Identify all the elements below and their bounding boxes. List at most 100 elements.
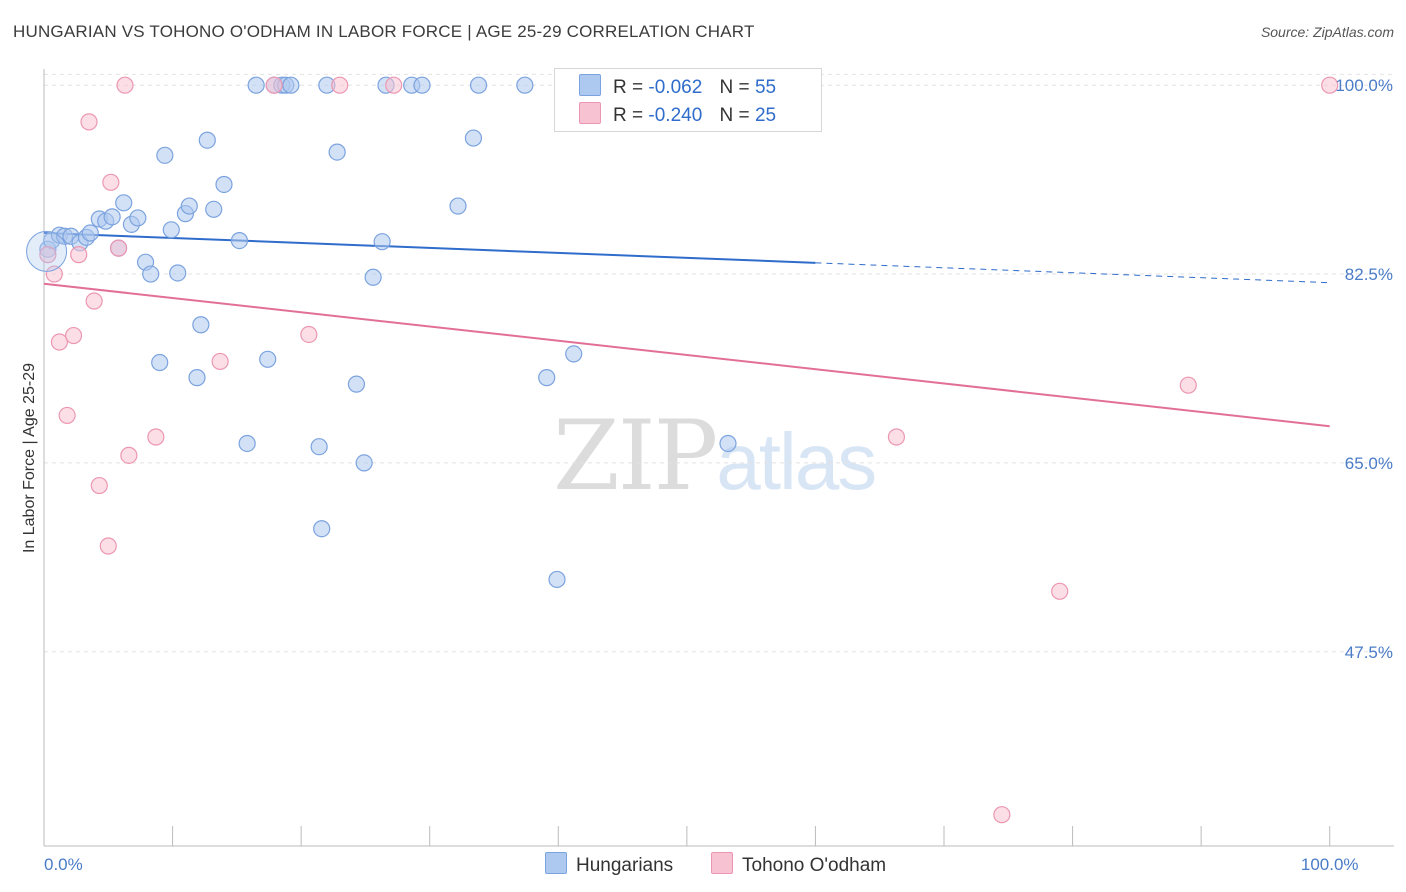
tohono-point (99, 537, 117, 555)
hungarian-point (328, 143, 346, 161)
hungarian-point (247, 76, 265, 94)
legend-n-value: 25 (754, 105, 777, 126)
hungarian-point (142, 265, 160, 283)
hungarian-point (162, 221, 180, 239)
watermark: ZIPatlas (553, 400, 877, 512)
source-label: Source: ZipAtlas.com (1260, 24, 1394, 40)
hungarian-point (719, 434, 737, 453)
hungarian-point (151, 353, 169, 372)
tohono-point (45, 265, 63, 283)
legend-n-label: N = (719, 105, 750, 126)
hungarian-point (548, 570, 566, 589)
hungarian-point (215, 175, 233, 194)
legend-swatch-blue (579, 74, 601, 96)
y-tick-label: 65.0% (1345, 454, 1393, 473)
hungarian-point (115, 194, 133, 212)
tohono-point (102, 173, 120, 191)
tohono-point (116, 76, 134, 94)
x-tick-label: 0.0% (44, 855, 83, 874)
hungarian-point (413, 76, 431, 94)
tohono-point (211, 352, 229, 371)
tohono-point (147, 428, 165, 446)
bottom-legend-hungarians: Hungarians (545, 852, 673, 877)
tohono-point (887, 428, 906, 446)
legend-row-hungarians: R = -0.062 N = 55 (579, 74, 776, 98)
hungarian-point (282, 76, 300, 94)
tohono-point (385, 76, 403, 94)
tohono-point (1179, 376, 1197, 394)
hungarian-point (180, 197, 198, 215)
tohono-point (300, 325, 318, 344)
axis-layer (43, 69, 1394, 847)
legend-r-value: -0.062 (648, 77, 703, 98)
tohono-trend-line (43, 282, 1330, 428)
hungarian-point (188, 369, 206, 387)
watermark-atlas: atlas (716, 417, 877, 506)
watermark-zip: ZIP (553, 400, 718, 512)
tohono-point (50, 333, 69, 351)
hungarian-point (355, 454, 373, 472)
hungarian-trend-extension (815, 262, 1330, 284)
legend-n-label: N = (719, 77, 750, 98)
legend-r-value: -0.240 (648, 105, 703, 126)
bottom-swatch-blue (545, 852, 567, 874)
hungarian-point (192, 316, 210, 334)
hungarian-trend-line (43, 232, 816, 264)
hungarian-point (469, 76, 488, 94)
hungarian-point (198, 131, 216, 149)
bottom-legend-label: Hungarians (576, 855, 674, 876)
tohono-point (90, 476, 108, 495)
hungarian-point (238, 434, 256, 453)
y-tick-label: 100.0% (1335, 76, 1393, 95)
y-tick-label: 47.5% (1345, 643, 1393, 662)
hungarian-point (205, 200, 223, 218)
legend-swatch-pink (579, 102, 601, 124)
hungarian-point (347, 375, 366, 393)
legend-row-tohono: R = -0.240 N = 25 (579, 102, 776, 126)
hungarian-point (156, 146, 174, 164)
bottom-legend-tohono: Tohono O'odham (711, 852, 886, 877)
grid-layer (44, 73, 1394, 653)
y-tick-label: 82.5% (1345, 265, 1393, 284)
hungarian-point (259, 350, 277, 368)
tohono-point (70, 246, 88, 264)
tohono-point (331, 76, 349, 94)
hungarian-point (313, 520, 331, 538)
tohono-point (1321, 76, 1339, 94)
hungarian-point (230, 231, 249, 250)
tohono-point (64, 326, 83, 345)
legend-n-value: 55 (754, 77, 777, 98)
label-layer: 100.0% 82.5% 65.0% 47.5% 0.0% 100.0% In Labor … (21, 76, 1393, 874)
tohono-point (80, 113, 98, 131)
hungarian-point (81, 224, 99, 242)
stats-legend: R = -0.062 N = 55 R = -0.240 N = 25 (554, 68, 822, 132)
bottom-swatch-pink (711, 852, 733, 874)
hungarian-point (169, 264, 187, 282)
tohono-point (39, 246, 57, 264)
tohono-point (109, 239, 128, 257)
tohono-point (58, 406, 76, 425)
y-axis-label: In Labor Force | Age 25-29 (21, 363, 38, 553)
hungarian-point (565, 345, 583, 363)
hungarian-point (538, 369, 556, 387)
tohono-point (265, 76, 283, 94)
bottom-legend-label: Tohono O'odham (742, 855, 887, 876)
tohono-point (120, 446, 138, 464)
hungarian-point (516, 76, 534, 94)
hungarian-cluster-point (26, 230, 68, 272)
point-layer (26, 76, 1339, 824)
tohono-point (1051, 582, 1069, 600)
legend-r-label: R = (613, 105, 644, 126)
tohono-point (85, 292, 103, 310)
hungarian-point (464, 129, 483, 147)
x-tick-label: 100.0% (1301, 855, 1359, 874)
trend-layer (43, 232, 1330, 428)
legend-r-label: R = (613, 77, 644, 98)
hungarian-point (364, 268, 382, 286)
chart-title: HUNGARIAN VS TOHONO O'ODHAM IN LABOR FOR… (13, 22, 755, 41)
hungarian-point (103, 208, 121, 226)
tohono-point (993, 806, 1011, 824)
hungarian-point (449, 197, 467, 215)
hungarian-point (310, 438, 328, 456)
